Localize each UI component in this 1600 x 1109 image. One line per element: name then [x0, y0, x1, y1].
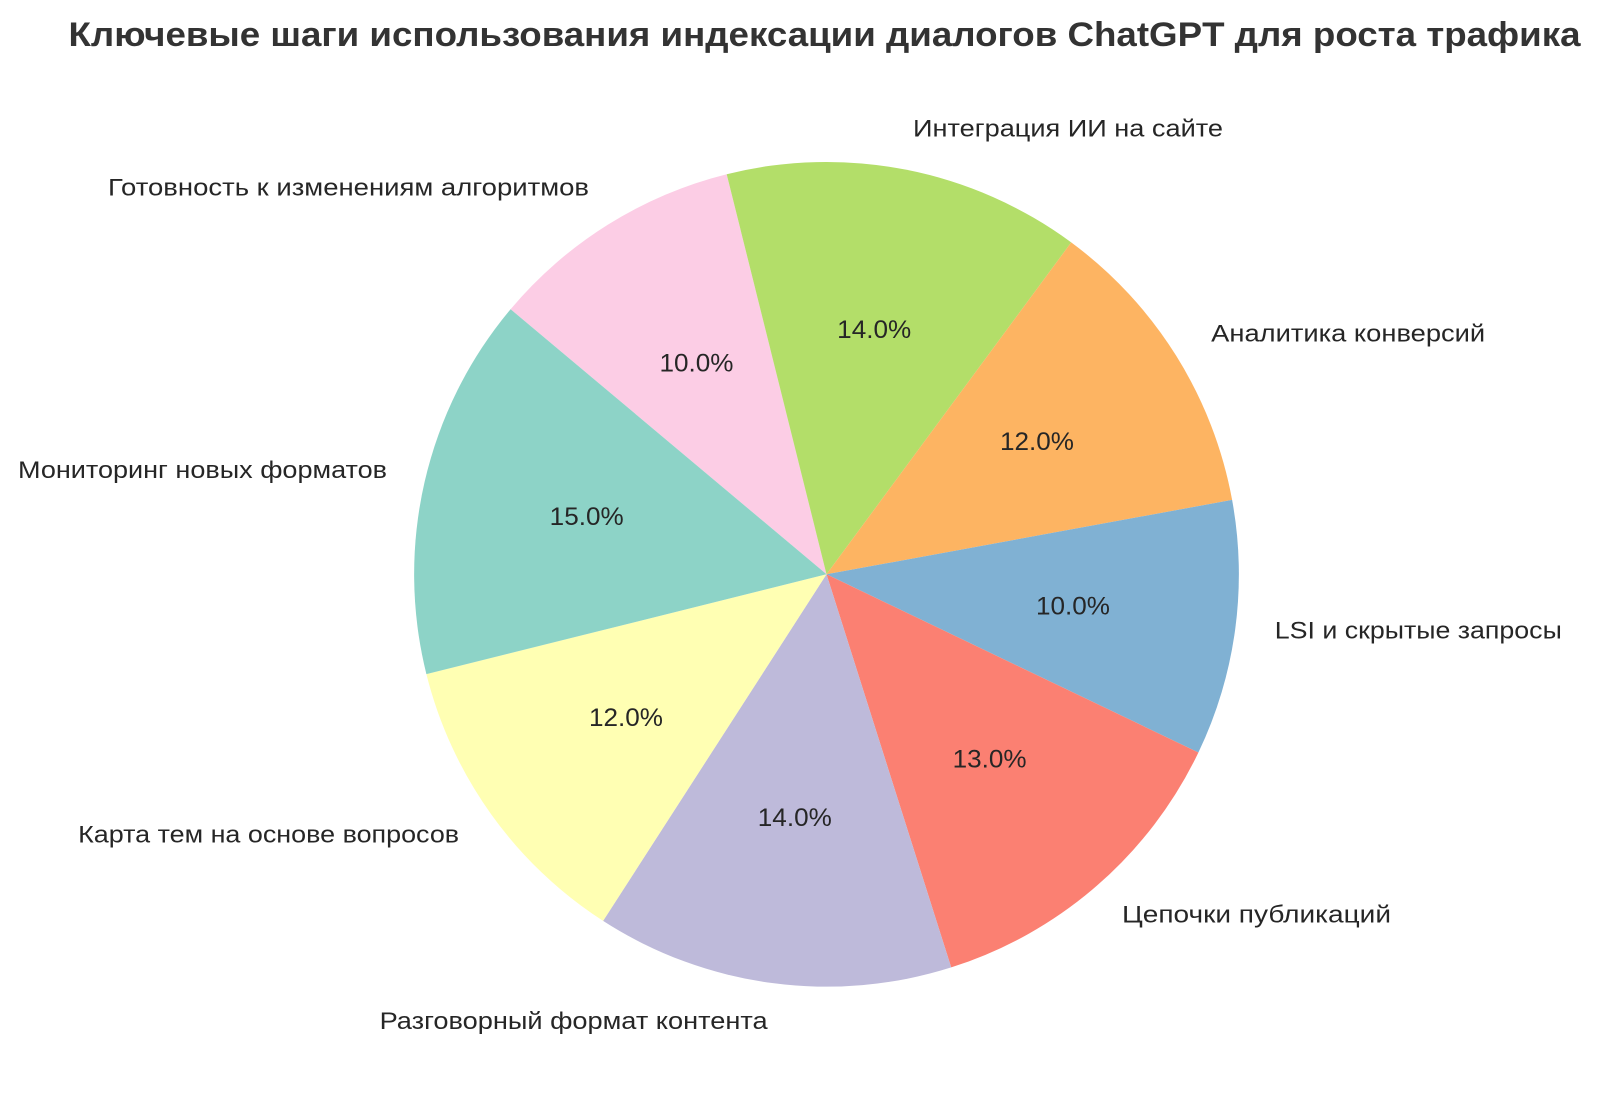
svg-text:Мониторинг новых форматов: Мониторинг новых форматов — [18, 458, 387, 484]
svg-text:12.0%: 12.0% — [1000, 429, 1074, 456]
svg-text:13.0%: 13.0% — [953, 746, 1027, 773]
svg-text:10.0%: 10.0% — [660, 351, 734, 378]
svg-text:15.0%: 15.0% — [550, 504, 624, 531]
svg-text:Готовность к изменениям алгори: Готовность к изменениям алгоритмов — [108, 176, 589, 202]
svg-text:Цепочки публикаций: Цепочки публикаций — [1122, 903, 1391, 929]
svg-text:LSI и скрытые запросы: LSI и скрытые запросы — [1275, 619, 1562, 645]
svg-text:12.0%: 12.0% — [589, 705, 663, 732]
svg-text:Разговорный формат контента: Разговорный формат контента — [380, 1009, 769, 1035]
svg-text:Ключевые шаги использования ин: Ключевые шаги использования индексации д… — [69, 16, 1582, 54]
svg-text:14.0%: 14.0% — [837, 317, 911, 344]
svg-text:Интеграция ИИ на сайте: Интеграция ИИ на сайте — [913, 116, 1223, 142]
svg-text:Карта тем на основе вопросов: Карта тем на основе вопросов — [78, 823, 459, 849]
svg-text:14.0%: 14.0% — [758, 805, 832, 832]
svg-text:10.0%: 10.0% — [1036, 593, 1110, 620]
svg-text:Аналитика конверсий: Аналитика конверсий — [1211, 321, 1485, 347]
